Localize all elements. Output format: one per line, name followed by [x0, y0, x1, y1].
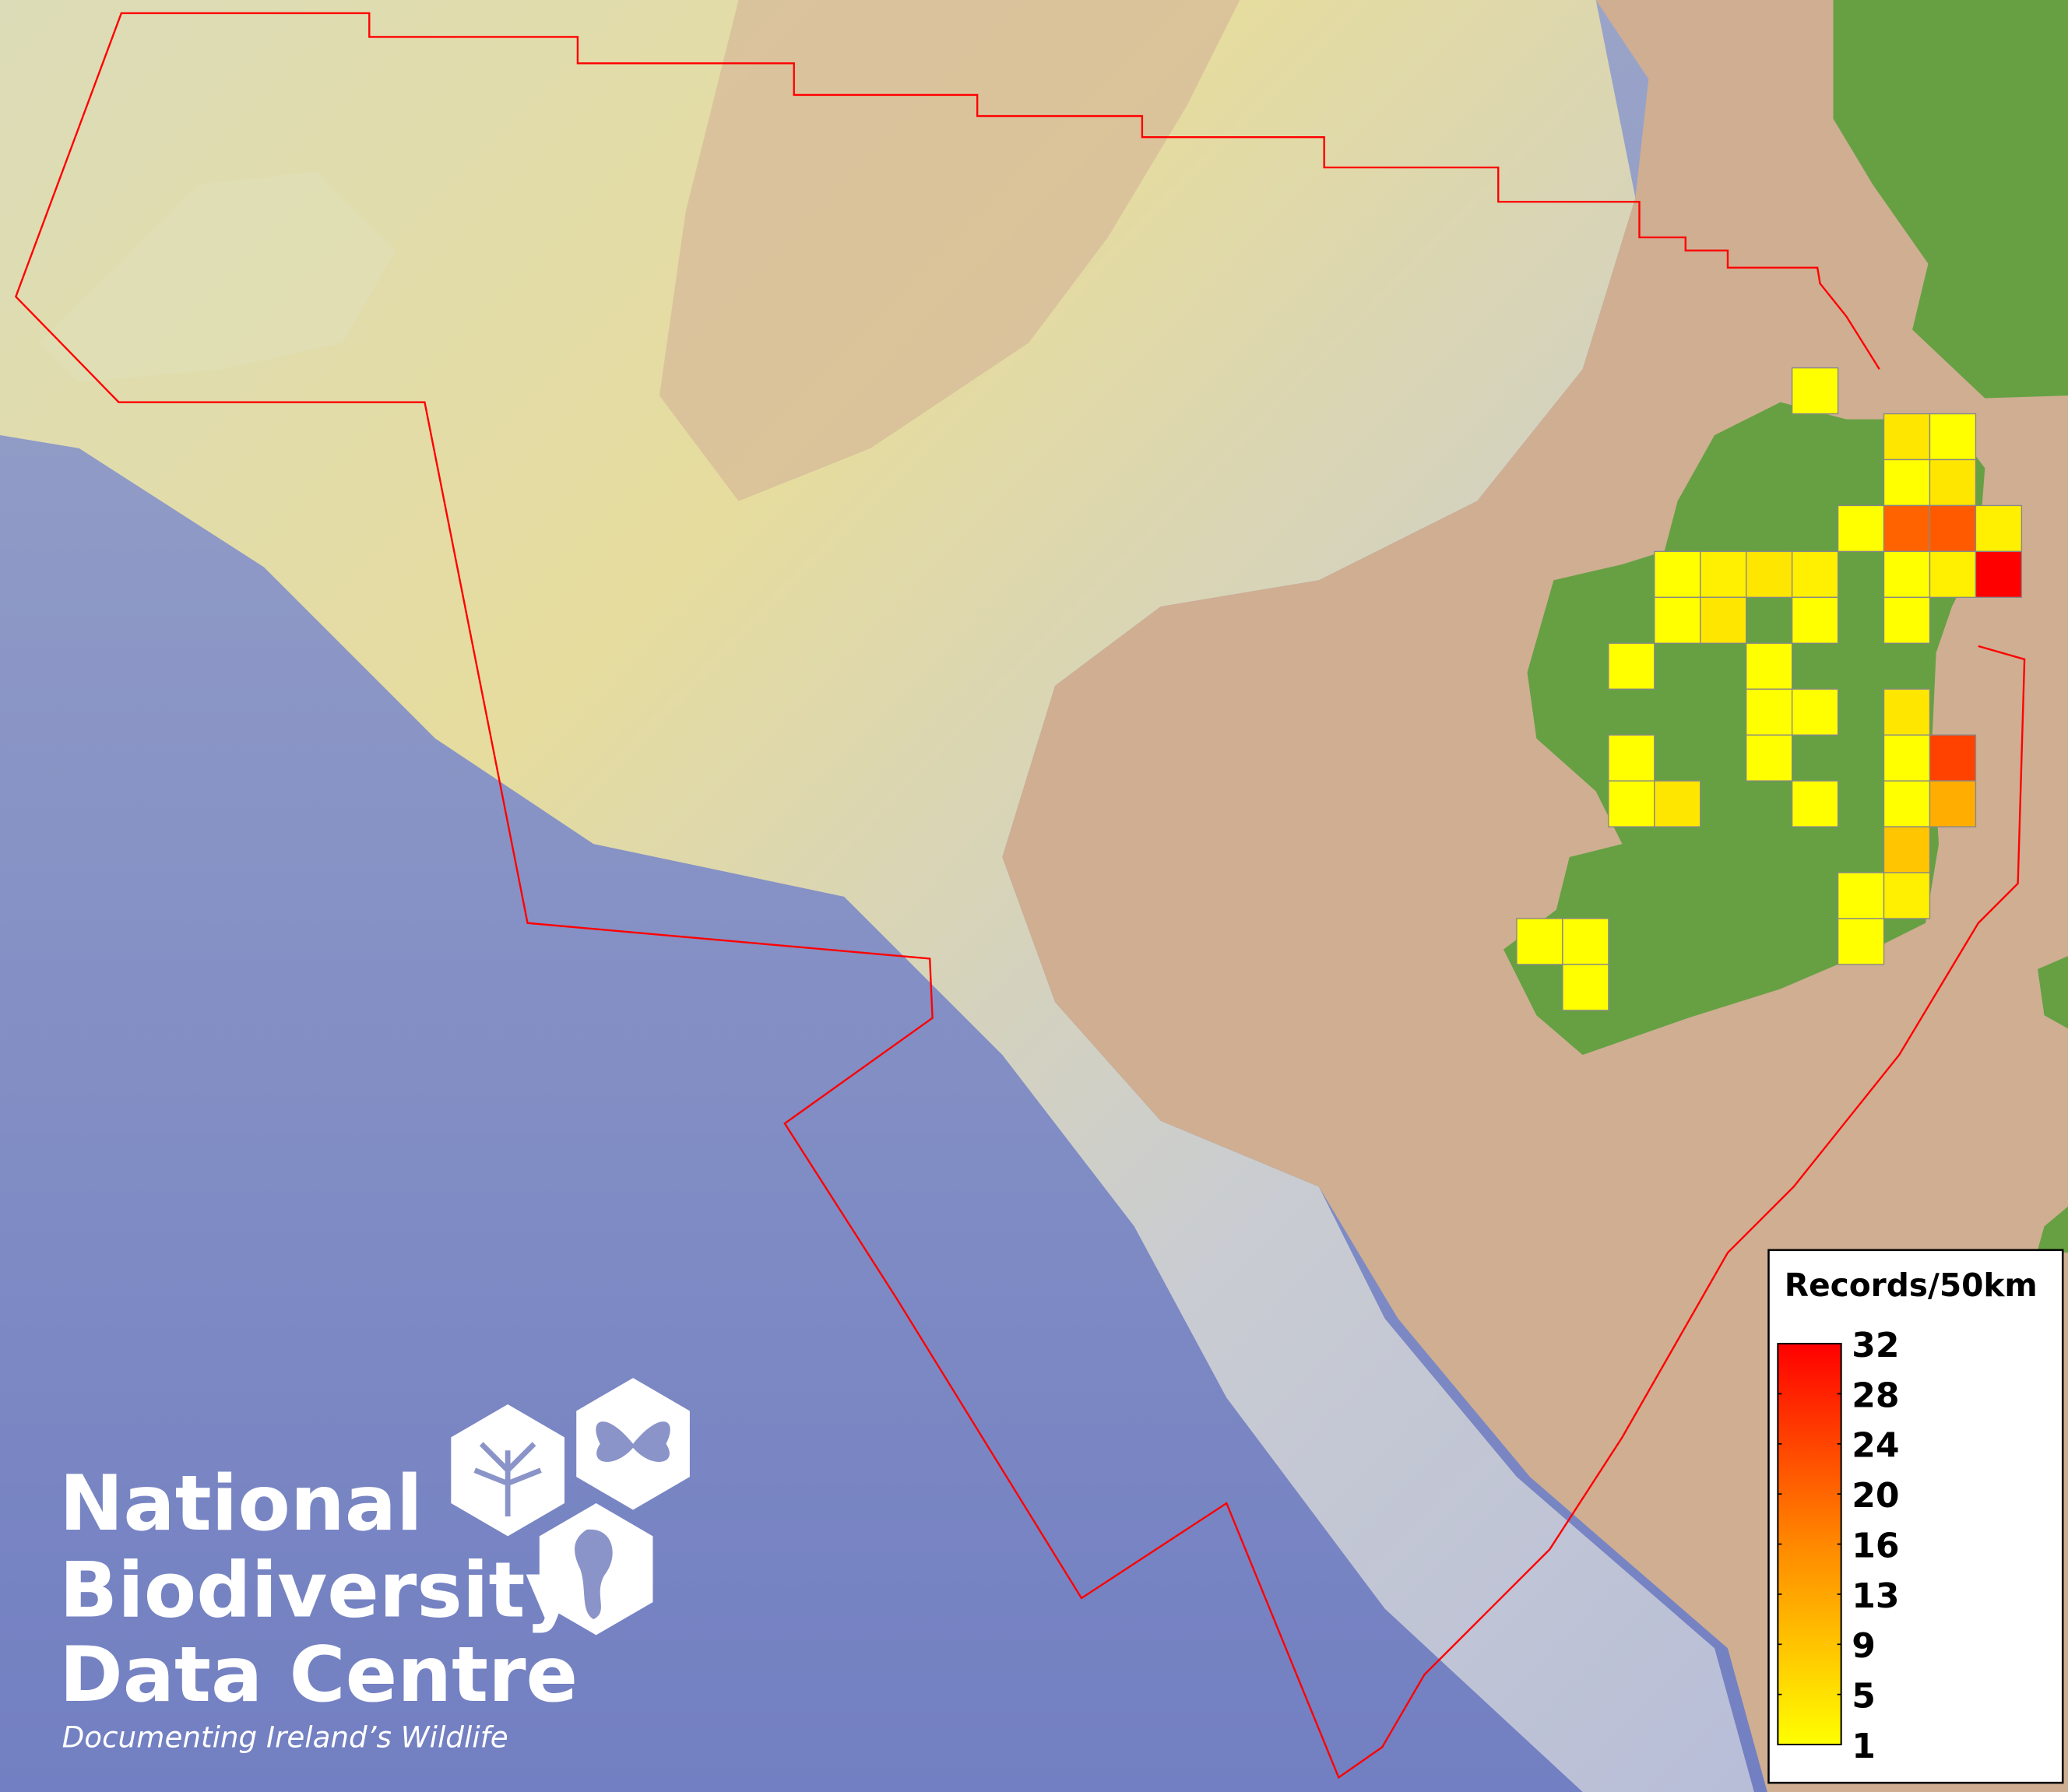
grid-cell: [1791, 688, 1839, 736]
grid-cell: [1883, 780, 1931, 827]
legend-colorbar: [1777, 1343, 1842, 1746]
grid-cell: [1929, 459, 1977, 507]
grid-cell: [1883, 504, 1931, 553]
grid-cell: [1975, 504, 2023, 553]
legend-label: 28: [1852, 1376, 1899, 1415]
legend-label: 16: [1852, 1526, 1899, 1565]
grid-cell: [1654, 596, 1701, 644]
grid-cell: [1700, 596, 1747, 644]
logo-line-3: Data Centre: [59, 1631, 578, 1720]
grid-cell: [1608, 780, 1655, 827]
grid-cell: [1883, 413, 1931, 461]
nbdc-logo: National Biodiversity Data Centre Docume…: [59, 1378, 690, 1754]
logo-line-2: Biodiversity: [59, 1547, 575, 1636]
tree-icon: [451, 1404, 564, 1537]
grid-cell: [1746, 688, 1793, 736]
grid-cell: [1562, 918, 1609, 965]
legend-label: 9: [1852, 1626, 1876, 1666]
grid-cell: [1929, 550, 1977, 599]
grid-cell: [1883, 459, 1931, 507]
legend-label: 20: [1852, 1476, 1899, 1516]
grid-cell: [1791, 780, 1839, 827]
reporting-boundary-line: [14, 12, 2026, 1780]
grid-cell: [1791, 596, 1839, 644]
continental-shelf: [0, 0, 1754, 1792]
grid-cell: [1746, 550, 1793, 599]
legend-label: 24: [1852, 1426, 1899, 1466]
logo-tagline: Documenting Ireland’s Wildlife: [62, 1720, 508, 1754]
grid-cell: [1516, 918, 1563, 965]
grid-cell: [1883, 550, 1931, 599]
grid-cell: [1837, 918, 1885, 965]
grid-cell: [1700, 550, 1747, 599]
grid-cell: [1975, 550, 2023, 599]
wales-landmass-south: [2038, 1206, 2068, 1253]
grid-cell: [1791, 550, 1839, 599]
grid-cell: [1883, 826, 1931, 873]
grid-cell: [1883, 596, 1931, 644]
grid-cell: [1837, 872, 1885, 919]
wales-landmass: [2038, 956, 2068, 1029]
seamount: [39, 171, 396, 383]
grid-cell: [1654, 550, 1701, 599]
grid-cell: [1746, 642, 1793, 690]
legend-label: 32: [1852, 1326, 1899, 1365]
grid-cell: [1608, 734, 1655, 782]
grid-cell: [1929, 780, 1977, 827]
logo-line-1: National: [59, 1460, 423, 1548]
grid-cell: [1562, 964, 1609, 1011]
seahorse-icon: [539, 1503, 653, 1636]
butterfly-icon: [576, 1378, 690, 1510]
grid-cell: [1746, 734, 1793, 782]
grid-cell: [1929, 413, 1977, 461]
shelf-slope-highlight: [659, 0, 1240, 501]
grid-cell: [1654, 780, 1701, 827]
legend: Records/50km 32 28 24 20 16 13 9 5 1: [1767, 1249, 2064, 1784]
grid-cell: [1883, 872, 1931, 919]
grid-cell: [1791, 367, 1839, 415]
grid-cell: [1883, 734, 1931, 782]
records-grid: [1516, 367, 2023, 1011]
legend-label: 5: [1852, 1677, 1876, 1716]
grid-cell: [1929, 734, 1977, 782]
grid-cell: [1929, 504, 1977, 553]
grid-cell: [1608, 642, 1655, 690]
grid-cell: [1883, 688, 1931, 736]
legend-label: 13: [1852, 1576, 1899, 1616]
legend-label: 1: [1852, 1727, 1876, 1766]
legend-title: Records/50km: [1785, 1267, 2038, 1304]
scotland-landmass: [1833, 0, 2068, 399]
grid-cell: [1837, 504, 1885, 553]
